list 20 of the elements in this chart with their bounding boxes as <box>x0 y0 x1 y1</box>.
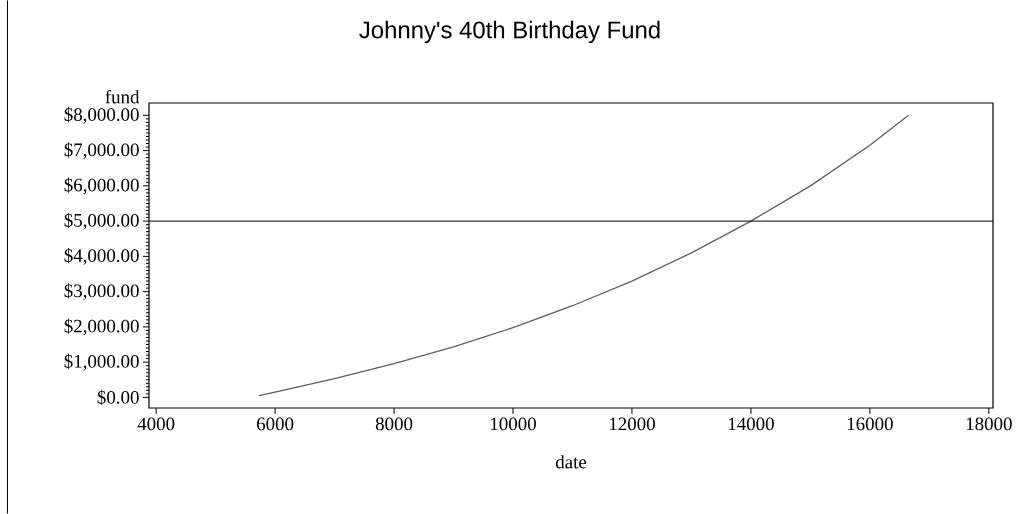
x-tick-label: 16000 <box>847 417 893 431</box>
y-tick-label: $2,000.00 <box>64 318 139 336</box>
x-tick-label: 12000 <box>609 417 655 431</box>
x-axis-title: date <box>555 455 587 469</box>
y-tick-label: $6,000.00 <box>64 177 139 195</box>
x-tick-label: 6000 <box>256 417 294 431</box>
y-axis-title: fund <box>105 89 140 104</box>
x-tick-label: 10000 <box>491 417 536 431</box>
y-tick-label: $7,000.00 <box>64 142 139 159</box>
y-tick-label: $5,000.00 <box>64 212 139 230</box>
y-tick-label: $8,000.00 <box>64 107 139 124</box>
y-tick-label: $0.00 <box>97 389 139 405</box>
chart-title: Johnny's 40th Birthday Fund <box>359 20 660 44</box>
x-tick-label: 14000 <box>728 417 774 431</box>
y-tick-label: $4,000.00 <box>64 248 139 265</box>
x-tick-label: 4000 <box>137 417 175 431</box>
x-tick-label: 8000 <box>375 417 413 431</box>
y-tick-label: $3,000.00 <box>64 283 139 300</box>
x-tick-label: 18000 <box>966 417 1012 431</box>
y-tick-label: $1,000.00 <box>64 353 139 371</box>
